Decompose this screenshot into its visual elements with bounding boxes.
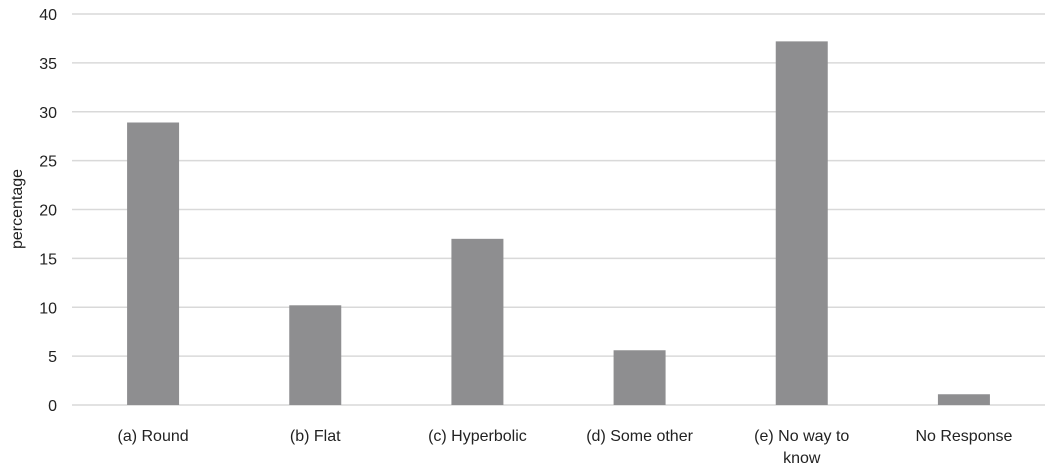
y-tick-label: 30 bbox=[39, 105, 57, 122]
bar bbox=[775, 41, 828, 406]
x-tick-label: (b) Flat bbox=[290, 428, 341, 445]
bars bbox=[127, 41, 990, 406]
x-tick-label: (c) Hyperbolic bbox=[428, 428, 527, 445]
y-tick-label: 25 bbox=[39, 154, 57, 171]
bar bbox=[937, 394, 990, 405]
y-axis-label: percentage bbox=[9, 169, 26, 249]
bar bbox=[127, 122, 180, 405]
gridlines bbox=[72, 13, 1045, 406]
y-tick-label: 35 bbox=[39, 56, 57, 73]
bar bbox=[289, 305, 342, 405]
y-tick-label: 15 bbox=[39, 251, 57, 268]
y-tick-label: 5 bbox=[48, 349, 57, 366]
y-tick-label: 10 bbox=[39, 300, 57, 317]
y-tick-label: 20 bbox=[39, 203, 57, 220]
x-tick-label: No Response bbox=[915, 428, 1012, 445]
x-tick-label: (d) Some other bbox=[586, 428, 693, 445]
bar bbox=[613, 350, 666, 405]
x-tick-label: (e) No way to bbox=[754, 428, 849, 445]
y-axis-ticks: 0 5 10 15 20 25 30 35 40 bbox=[39, 7, 57, 415]
x-axis-ticks: (a) Round (b) Flat (c) Hyperbolic (d) Some … bbox=[118, 428, 1013, 467]
bar bbox=[451, 238, 504, 405]
x-tick-label: know bbox=[783, 450, 821, 467]
y-tick-label: 40 bbox=[39, 7, 57, 24]
x-tick-label: (a) Round bbox=[118, 428, 189, 445]
y-tick-label: 0 bbox=[48, 398, 57, 415]
